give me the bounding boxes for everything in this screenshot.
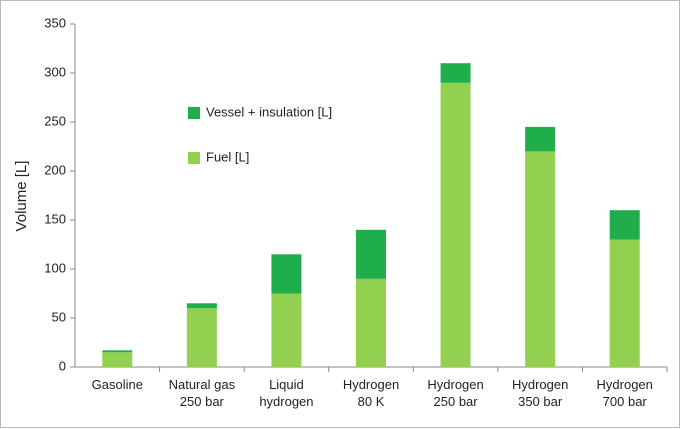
y-tick-label: 200 bbox=[44, 162, 66, 177]
y-tick-label: 100 bbox=[44, 260, 66, 275]
bar-segment bbox=[609, 239, 640, 367]
y-axis-label: Volume [L] bbox=[13, 161, 30, 232]
legend-swatch bbox=[188, 107, 200, 119]
y-tick-label: 150 bbox=[44, 211, 66, 226]
x-tick-label: Hydrogen 350 bar bbox=[511, 377, 569, 409]
bar-segment bbox=[186, 303, 217, 309]
bar-segment bbox=[609, 210, 640, 240]
x-tick-label: Liquid hydrogen bbox=[259, 377, 314, 409]
bar-segment bbox=[102, 352, 133, 367]
x-tick-label: Natural gas 250 bar bbox=[168, 377, 236, 409]
bar-segment bbox=[356, 278, 386, 367]
legend-label: Vessel + insulation [L] bbox=[206, 104, 332, 119]
legend-swatch bbox=[188, 152, 200, 164]
bar-segment bbox=[186, 308, 217, 367]
bar-segment bbox=[525, 151, 556, 367]
x-tick-label: Hydrogen 250 bar bbox=[427, 377, 484, 409]
y-tick-label: 300 bbox=[44, 64, 66, 79]
x-tick-label: Gasoline bbox=[91, 377, 143, 392]
y-tick-label: 250 bbox=[44, 113, 66, 128]
y-tick-label: 0 bbox=[59, 358, 66, 373]
bar-segment bbox=[271, 293, 302, 367]
legend-label: Fuel [L] bbox=[206, 149, 249, 164]
y-tick-label: 350 bbox=[44, 15, 66, 30]
bar-segment bbox=[440, 63, 471, 83]
bar-segment bbox=[271, 254, 302, 294]
x-tick-label: Hydrogen 80 K bbox=[342, 377, 400, 409]
bar-segment bbox=[525, 126, 556, 152]
bar-segment bbox=[102, 350, 133, 353]
bar-segment bbox=[356, 229, 386, 279]
bar-segment bbox=[440, 82, 471, 368]
x-tick-label: Hydrogen 700 bar bbox=[596, 377, 653, 409]
y-tick-label: 50 bbox=[52, 309, 66, 324]
